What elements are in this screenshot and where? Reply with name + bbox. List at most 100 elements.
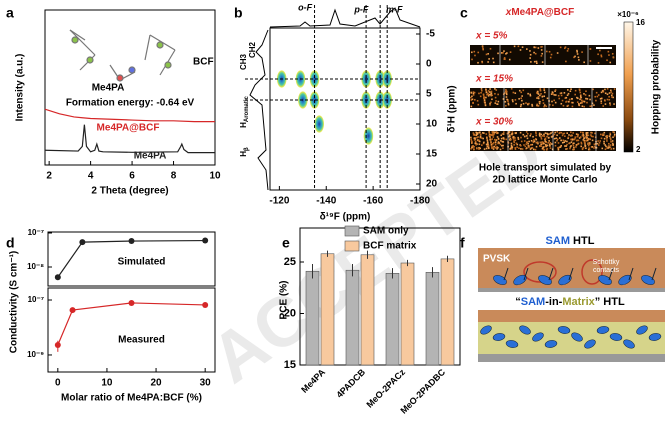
x-tick-label: -120 [269, 196, 289, 207]
hopping-dot [492, 136, 495, 138]
hopping-dot [591, 139, 594, 142]
hopping-dot [491, 94, 494, 97]
hopping-dot [587, 144, 590, 147]
hopping-dot [531, 105, 534, 107]
hopping-dot [606, 98, 609, 101]
hopping-dot [608, 95, 610, 98]
hopping-dot [584, 136, 587, 138]
hopping-dot [492, 146, 494, 149]
hopping-dot [532, 148, 535, 151]
hopping-dot [481, 45, 484, 47]
series-label: Me4PA@BCF [97, 123, 160, 134]
hopping-dot [523, 135, 526, 138]
hopping-dot [544, 137, 547, 140]
hopping-dot [612, 56, 615, 59]
hopping-dot [488, 93, 491, 96]
hopping-dot [564, 135, 566, 138]
hopping-dot [475, 143, 477, 146]
hopping-dot [538, 135, 541, 137]
hopping-dot [594, 95, 597, 98]
hopping-dot [493, 132, 496, 135]
hopping-dot [609, 137, 612, 140]
hopping-dot [602, 105, 605, 107]
hopping-dot [593, 145, 596, 148]
hopping-dot [507, 142, 510, 144]
hopping-dot [491, 131, 494, 134]
hopping-dot [583, 142, 586, 144]
sam-molecule [544, 340, 558, 348]
hopping-dot [474, 142, 477, 145]
hopping-dot [529, 53, 532, 56]
panel-label: f [460, 235, 465, 251]
hopping-dot [502, 141, 505, 143]
hopping-dot [597, 144, 600, 146]
hopping-dot [534, 148, 537, 151]
h-symbol: H [239, 151, 248, 157]
hopping-dot [489, 104, 491, 106]
hopping-dot [497, 93, 499, 96]
hopping-dot [541, 134, 544, 137]
hopping-dot [585, 132, 588, 134]
hopping-dot [528, 146, 530, 149]
hopping-dot [544, 132, 547, 134]
hopping-dot [509, 148, 511, 150]
hopping-dot [586, 101, 588, 104]
hopping-dot [602, 133, 604, 136]
hopping-dot [609, 144, 612, 146]
h-subscript: β [244, 147, 250, 151]
hopping-dot [535, 131, 537, 133]
hopping-dot [470, 92, 473, 94]
hopping-dot [549, 133, 551, 135]
hopping-dot [543, 105, 545, 108]
hopping-dot [588, 148, 591, 151]
hopping-dot [533, 60, 536, 63]
hopping-dot [519, 105, 522, 108]
hopping-dot [612, 143, 614, 146]
hopping-dot [538, 132, 541, 135]
hopping-dot [610, 138, 612, 141]
hopping-dot [545, 148, 548, 151]
hopping-dot [514, 92, 517, 94]
anchor [628, 267, 634, 281]
panel-title: xMe4PA@BCF [505, 7, 574, 18]
y-tick-label: 20 [426, 179, 438, 190]
hopping-dot [474, 54, 476, 57]
hopping-dot [490, 144, 493, 147]
hopping-dot [583, 137, 585, 140]
hopping-dot [490, 90, 493, 93]
hopping-dot [530, 139, 533, 142]
hopping-dot [536, 104, 538, 107]
y-axis-label: Conductivity (S cm⁻¹) [9, 251, 20, 354]
hopping-dot [494, 96, 497, 99]
y-axis-label: δ¹H (ppm) [447, 85, 458, 132]
hopping-dot [510, 88, 513, 90]
h-symbol: H [239, 122, 248, 128]
hopping-dot [519, 144, 522, 147]
x-tick-label: 4PADCB [334, 367, 367, 400]
sam-molecule [636, 325, 648, 335]
contact-label: contacts [593, 267, 620, 274]
hopping-dot [587, 142, 590, 144]
hopping-dot [502, 98, 505, 100]
hopping-dot [511, 136, 514, 138]
hopping-dot [537, 97, 540, 100]
hopping-dot [503, 58, 506, 60]
hopping-dot [475, 131, 478, 134]
hopping-dot [484, 101, 486, 103]
hopping-dot [509, 135, 511, 138]
hopping-dot [583, 139, 586, 142]
sam-molecule [618, 274, 632, 286]
hopping-dot [496, 136, 499, 138]
hopping-dot [536, 142, 538, 144]
hopping-dot [577, 97, 579, 100]
anchor [651, 267, 657, 281]
hopping-dot [553, 99, 555, 102]
hopping-dot [491, 131, 494, 133]
hopping-dot [554, 141, 557, 144]
hopping-dot [501, 133, 504, 135]
hopping-dot [587, 143, 589, 145]
hopping-dot [570, 145, 572, 147]
hopping-dot [565, 101, 567, 103]
hopping-dot [565, 148, 567, 150]
hopping-dot [497, 141, 500, 143]
